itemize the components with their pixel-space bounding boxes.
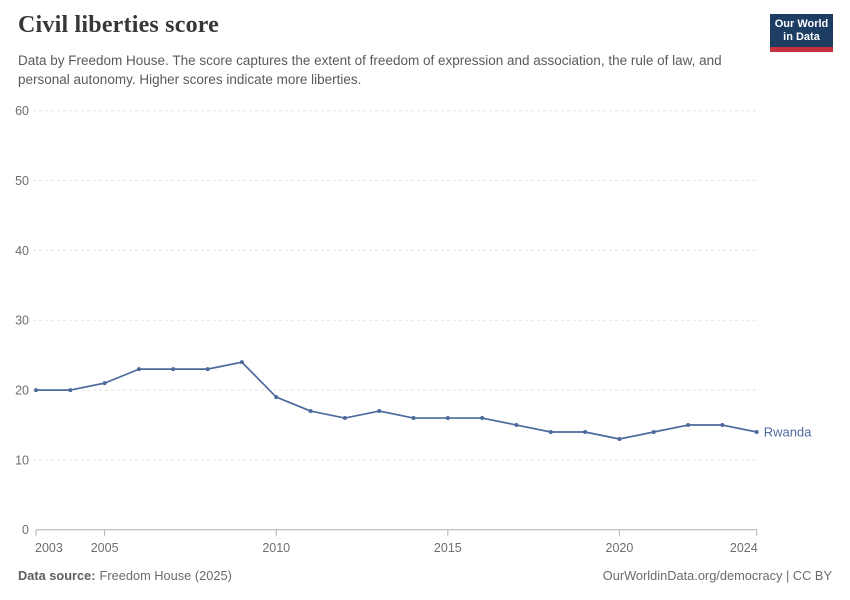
data-point: [548, 430, 553, 435]
data-point: [583, 430, 588, 435]
owid-logo-line1: Our World: [774, 18, 829, 30]
owid-logo-line2: in Data: [783, 31, 820, 43]
data-point: [274, 395, 279, 400]
y-axis-tick-label: 60: [15, 104, 29, 118]
data-point: [445, 416, 450, 421]
x-axis-tick-label: 2015: [434, 541, 462, 555]
x-axis-tick-label: 2024: [730, 541, 758, 555]
data-point: [686, 423, 691, 428]
x-axis-tick-label: 2005: [91, 541, 119, 555]
data-point: [136, 367, 141, 372]
data-point: [171, 367, 176, 372]
data-point: [411, 416, 416, 421]
data-point: [754, 430, 759, 435]
data-point: [68, 388, 73, 393]
page-title: Civil liberties score: [18, 12, 220, 38]
y-axis-tick-label: 20: [15, 384, 29, 398]
data-point: [102, 381, 107, 386]
y-axis-tick-label: 40: [15, 244, 29, 258]
data-point: [205, 367, 210, 372]
data-point: [239, 360, 244, 365]
x-axis-tick-label: 2010: [262, 541, 290, 555]
data-source[interactable]: Data source: Freedom House (2025): [18, 568, 232, 583]
footer-credit-link[interactable]: OurWorldinData.org/democracy | CC BY: [602, 568, 832, 583]
series-label-rwanda[interactable]: Rwanda: [764, 425, 812, 440]
data-point: [342, 416, 347, 421]
y-axis-tick-label: 0: [22, 523, 29, 537]
chart-footer: Data source: Freedom House (2025) OurWorl…: [18, 568, 832, 583]
x-axis-tick-label: 2020: [606, 541, 634, 555]
data-point: [514, 423, 519, 428]
data-line-rwanda[interactable]: [36, 361, 757, 440]
x-axis-tick-label: 2003: [35, 541, 63, 555]
owid-logo-red-strip: [770, 47, 833, 52]
data-point: [720, 423, 725, 428]
owid-logo[interactable]: Our World in Data: [770, 14, 833, 52]
data-point: [651, 430, 656, 435]
data-point: [617, 436, 622, 441]
data-point: [308, 409, 313, 414]
y-axis-tick-label: 10: [15, 453, 29, 467]
chart-subtitle: Data by Freedom House. The score capture…: [18, 53, 722, 88]
owid-logo-text: Our World in Data: [770, 14, 833, 47]
data-point: [377, 409, 382, 414]
data-source-value[interactable]: Freedom House (2025): [99, 568, 232, 583]
data-point: [480, 416, 485, 421]
y-axis-tick-label: 30: [15, 314, 29, 328]
y-axis-tick-label: 50: [15, 174, 29, 188]
data-point: [34, 388, 38, 393]
data-source-label: Data source:: [18, 568, 96, 583]
